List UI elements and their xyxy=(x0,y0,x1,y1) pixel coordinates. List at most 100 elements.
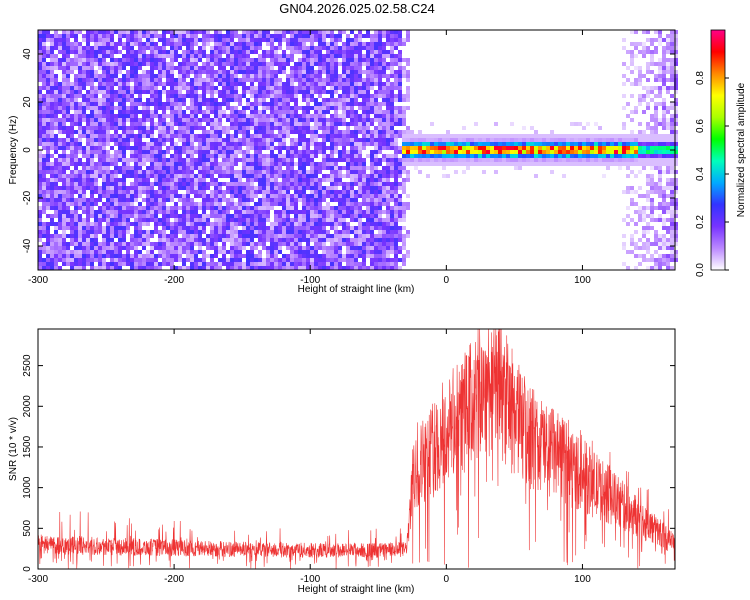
spectrogram-cell xyxy=(282,198,286,202)
spectrogram-cell xyxy=(306,174,310,178)
spectrogram-cell xyxy=(122,254,126,258)
spectrogram-cell xyxy=(178,194,182,198)
spectrogram-cell xyxy=(158,246,162,250)
spectrogram-cell xyxy=(230,242,234,246)
spectrogram-cell xyxy=(166,54,170,58)
spectrogram-cell xyxy=(230,134,234,138)
spectrogram-cell xyxy=(386,230,390,234)
spectrogram-cell xyxy=(214,226,218,230)
spectrogram-cell xyxy=(134,194,138,198)
spectrogram-cell xyxy=(262,138,266,142)
spectrogram-cell xyxy=(74,154,78,158)
spectrogram-cell xyxy=(162,202,166,206)
spectrogram-cell xyxy=(302,110,306,114)
spectrogram-cell xyxy=(150,218,154,222)
spectrogram-cell xyxy=(186,210,190,214)
spectrogram-cell xyxy=(278,266,282,270)
spectrogram-cell xyxy=(130,206,134,210)
spectrogram-cell xyxy=(286,210,290,214)
spectrogram-cell xyxy=(362,86,366,90)
spectrogram-cell xyxy=(290,170,294,174)
spectrogram-cell xyxy=(310,214,314,218)
spectrogram-cell xyxy=(238,174,242,178)
spectrogram-cell xyxy=(302,186,306,190)
spectrogram-cell xyxy=(142,54,146,58)
spectrogram-cell xyxy=(106,110,110,114)
spectrogram-cell xyxy=(350,94,354,98)
spectrogram-cell xyxy=(298,190,302,194)
spectrogram-cell xyxy=(146,166,150,170)
spectrogram-cell xyxy=(262,218,266,222)
spectrogram-cell xyxy=(262,226,266,230)
spectrogram-cell xyxy=(178,166,182,170)
spectrogram-cell xyxy=(286,230,290,234)
spectrogram-cell xyxy=(98,66,102,70)
spectrogram-cell xyxy=(94,178,98,182)
spectrogram-cell xyxy=(134,54,138,58)
spectrogram-cell xyxy=(158,162,162,166)
spectrogram-cell xyxy=(274,170,278,174)
spectrogram-cell xyxy=(154,66,158,70)
spectrogram-cell xyxy=(394,58,398,62)
spectrogram-cell xyxy=(386,174,390,178)
spectrogram-cell xyxy=(154,150,158,154)
spectrogram-cell xyxy=(366,66,370,70)
spectrogram-cell xyxy=(66,74,70,78)
spectrogram-cell xyxy=(134,70,138,74)
spectrogram-cell xyxy=(174,102,178,106)
spectrogram-cell xyxy=(46,258,50,262)
spectrogram-cell xyxy=(230,182,234,186)
spectrogram-cell xyxy=(230,50,234,54)
spectrogram-cell xyxy=(326,230,330,234)
spectrogram-cell xyxy=(378,234,382,238)
spectrogram-cell xyxy=(166,242,170,246)
spectrogram-cell xyxy=(166,170,170,174)
spectrogram-cell xyxy=(378,118,382,122)
spectrogram-cell xyxy=(282,114,286,118)
spectrogram-cell xyxy=(110,114,114,118)
spectrogram-cell xyxy=(346,54,350,58)
spectrogram-cell xyxy=(42,262,46,266)
spectrogram-cell xyxy=(58,50,62,54)
spectrogram-cell xyxy=(290,154,294,158)
spectrogram-cell xyxy=(186,214,190,218)
spectrogram-cell xyxy=(290,246,294,250)
spectrogram-cell xyxy=(350,42,354,46)
spectrogram-cell xyxy=(310,70,314,74)
spectrogram-cell xyxy=(386,42,390,46)
spectrogram-cell xyxy=(46,114,50,118)
spectrogram-cell xyxy=(390,210,394,214)
spectrogram-cell xyxy=(334,210,338,214)
spectrogram-cell xyxy=(174,178,178,182)
spectrogram-cell xyxy=(166,250,170,254)
spectrogram-cell xyxy=(38,122,42,126)
spectrogram-cell xyxy=(362,166,366,170)
spectrogram-cell xyxy=(110,58,114,62)
spectrogram-cell xyxy=(286,218,290,222)
spectrogram-cell xyxy=(150,94,154,98)
spectrogram-cell xyxy=(266,130,270,134)
spectrogram-cell xyxy=(318,46,322,50)
spectrogram-cell xyxy=(290,250,294,254)
spectrogram-cell xyxy=(322,242,326,246)
spectrogram-cell xyxy=(306,206,310,210)
spectrogram-cell xyxy=(298,114,302,118)
spectrogram-cell xyxy=(86,58,90,62)
spectrogram-cell xyxy=(314,150,318,154)
spectrogram-cell xyxy=(382,122,386,126)
spectrogram-cell xyxy=(38,226,42,230)
spectrogram-cell xyxy=(286,254,290,258)
spectrogram-cell xyxy=(374,194,378,198)
spectrogram-cell xyxy=(202,190,206,194)
spectrogram-cell xyxy=(170,98,174,102)
spectrogram-cell xyxy=(66,82,70,86)
spectrogram-cell xyxy=(254,246,258,250)
spectrogram-cell xyxy=(406,250,410,254)
spectrogram-cell xyxy=(54,258,58,262)
spectrogram-cell xyxy=(238,194,242,198)
spectrogram-cell xyxy=(326,146,330,150)
spectrogram-cell xyxy=(270,94,274,98)
spectrogram-cell xyxy=(242,210,246,214)
spectrogram-cell xyxy=(362,210,366,214)
spectrogram-cell xyxy=(306,218,310,222)
